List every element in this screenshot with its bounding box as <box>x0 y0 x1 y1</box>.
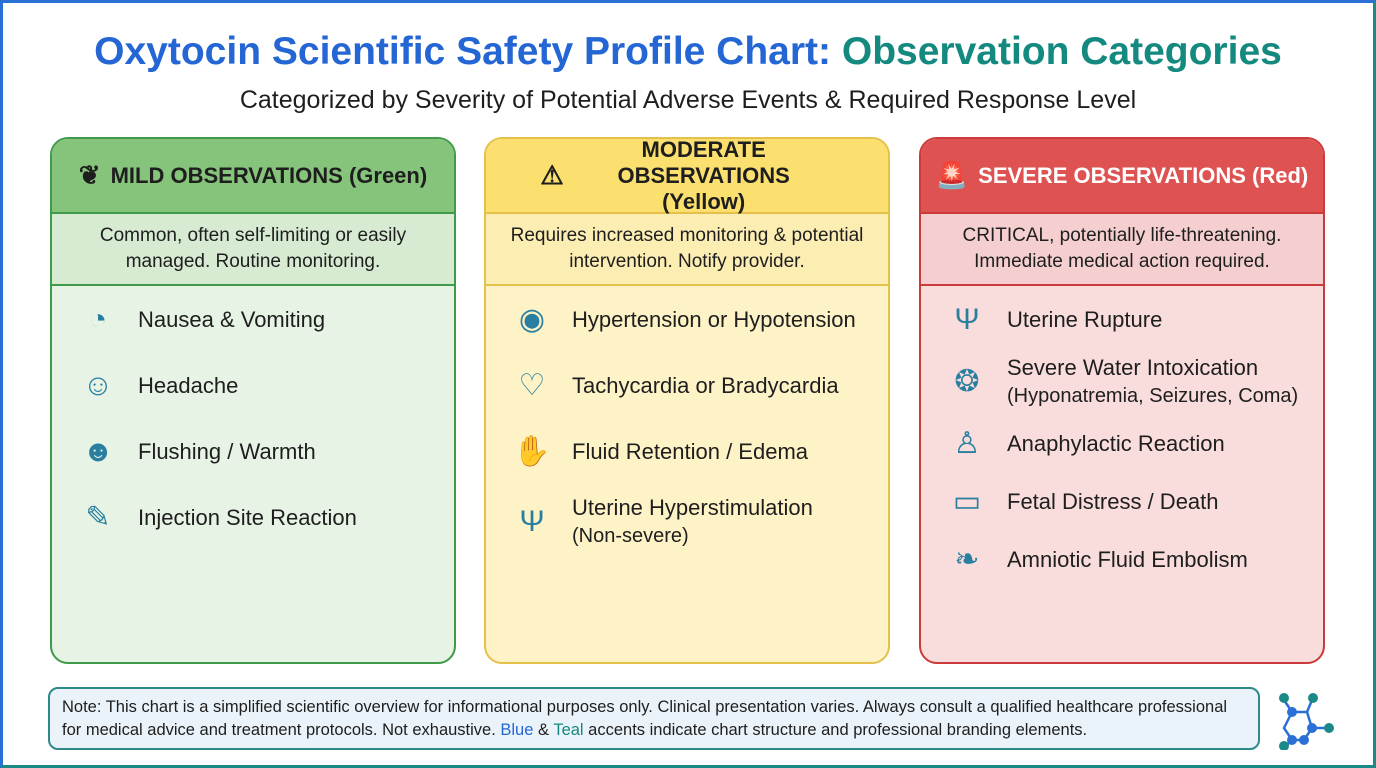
head-icon: ☺ <box>82 369 114 402</box>
swollen-hand-icon: ✋ <box>513 435 551 468</box>
page-subtitle: Categorized by Severity of Potential Adv… <box>239 86 1137 114</box>
disclaimer-note: Note: This chart is a simplified scienti… <box>48 687 1260 750</box>
observation-item: ♡ Tachycardia or Bradycardia <box>508 362 888 410</box>
note-text-2: accents indicate chart structure and pro… <box>583 721 1088 739</box>
observation-item: ☺ Headache <box>74 362 454 410</box>
card-description: CRITICAL, potentially life-threatening. … <box>921 214 1323 286</box>
observation-item: ◉ Hypertension or Hypotension <box>508 296 888 344</box>
blood-pressure-icon: ◉ <box>518 303 546 336</box>
card-header: ❦ MILD OBSERVATIONS (Green) <box>52 139 454 214</box>
item-label: Uterine Rupture <box>1007 307 1163 332</box>
warning-icon: ⚠ <box>540 160 564 190</box>
alarm-icon: 🚨 <box>935 160 969 190</box>
item-label: Headache <box>138 373 239 398</box>
uterus-icon: Ψ <box>519 505 545 538</box>
card-header: ⚠ MODERATE OBSERVATIONS (Yellow) <box>486 139 888 214</box>
observation-item: ❂ Severe Water Intoxication (Hyponatremia,… <box>943 354 1323 410</box>
card-header-label: SEVERE OBSERVATIONS (Red) <box>978 162 1309 188</box>
item-label: Tachycardia or Bradycardia <box>572 373 839 398</box>
observation-item: ☻ Flushing / Warmth <box>74 428 454 476</box>
molecule-logo-icon <box>1279 693 1334 750</box>
card-description: Requires increased monitoring & potentia… <box>486 214 888 286</box>
face-flush-icon: ☻ <box>82 435 114 468</box>
person-rash-icon: ♙ <box>953 427 981 460</box>
item-label: Uterine Hyperstimulation <box>572 495 813 520</box>
note-blue: Blue <box>500 721 534 739</box>
title-part-2: Observation Categories <box>841 30 1282 73</box>
item-label: Fluid Retention / Edema <box>572 439 809 464</box>
note-text: Note: This chart is a simplified scienti… <box>62 698 1228 739</box>
observation-item: ❧ Amniotic Fluid Embolism <box>943 536 1323 584</box>
observation-item: ♙ Anaphylactic Reaction <box>943 420 1323 468</box>
item-label: Severe Water Intoxication <box>1007 355 1259 380</box>
heart-pulse-icon: ♡ <box>518 369 546 402</box>
item-label: Hypertension or Hypotension <box>572 307 856 332</box>
title-part-1: Oxytocin Scientific Safety Profile Chart… <box>94 30 832 73</box>
item-label: Fetal Distress / Death <box>1007 489 1219 514</box>
observation-item: ✋ Fluid Retention / Edema <box>508 428 888 476</box>
observation-item: Ψ Uterine Hyperstimulation (Non-severe) <box>508 494 888 550</box>
note-amp: & <box>533 721 554 739</box>
category-card-1: ❦ MILD OBSERVATIONS (Green) Common, often … <box>50 137 456 664</box>
category-card-2: ⚠ MODERATE OBSERVATIONS (Yellow) Requires … <box>484 137 890 664</box>
card-description: Common, often self-limiting or easily ma… <box>52 214 454 286</box>
stomach-icon: ◔ <box>88 303 108 336</box>
item-label: Anaphylactic Reaction <box>1007 431 1225 456</box>
observation-item: ✎ Injection Site Reaction <box>74 494 454 542</box>
observation-item: Ψ Uterine Rupture <box>943 296 1323 344</box>
item-label: Flushing / Warmth <box>138 439 316 464</box>
item-sublabel: (Hyponatremia, Seizures, Coma) <box>1007 385 1299 407</box>
card-header: 🚨 SEVERE OBSERVATIONS (Red) <box>921 139 1323 214</box>
uterus-icon: Ψ <box>954 303 980 336</box>
card-header-label: MODERATE OBSERVATIONS (Yellow) <box>617 137 790 214</box>
leaf-icon: ❦ <box>78 160 101 190</box>
page-title: Oxytocin Scientific Safety Profile Chart… <box>0 30 1376 74</box>
item-sublabel: (Non-severe) <box>572 525 689 547</box>
lungs-icon: ❧ <box>954 543 980 576</box>
observation-item: ▭ Fetal Distress / Death <box>943 478 1323 526</box>
monitor-icon: ▭ <box>952 485 982 518</box>
item-label: Injection Site Reaction <box>138 505 357 530</box>
item-label: Amniotic Fluid Embolism <box>1007 547 1248 572</box>
item-label: Nausea & Vomiting <box>138 307 326 332</box>
brain-icon: ❂ <box>954 365 980 398</box>
note-teal: Teal <box>553 721 584 739</box>
observation-item: ◔ Nausea & Vomiting <box>74 296 454 344</box>
category-card-3: 🚨 SEVERE OBSERVATIONS (Red) CRITICAL, pote… <box>919 137 1325 664</box>
arm-injection-icon: ✎ <box>85 501 111 534</box>
card-header-label: MILD OBSERVATIONS (Green) <box>110 162 428 188</box>
